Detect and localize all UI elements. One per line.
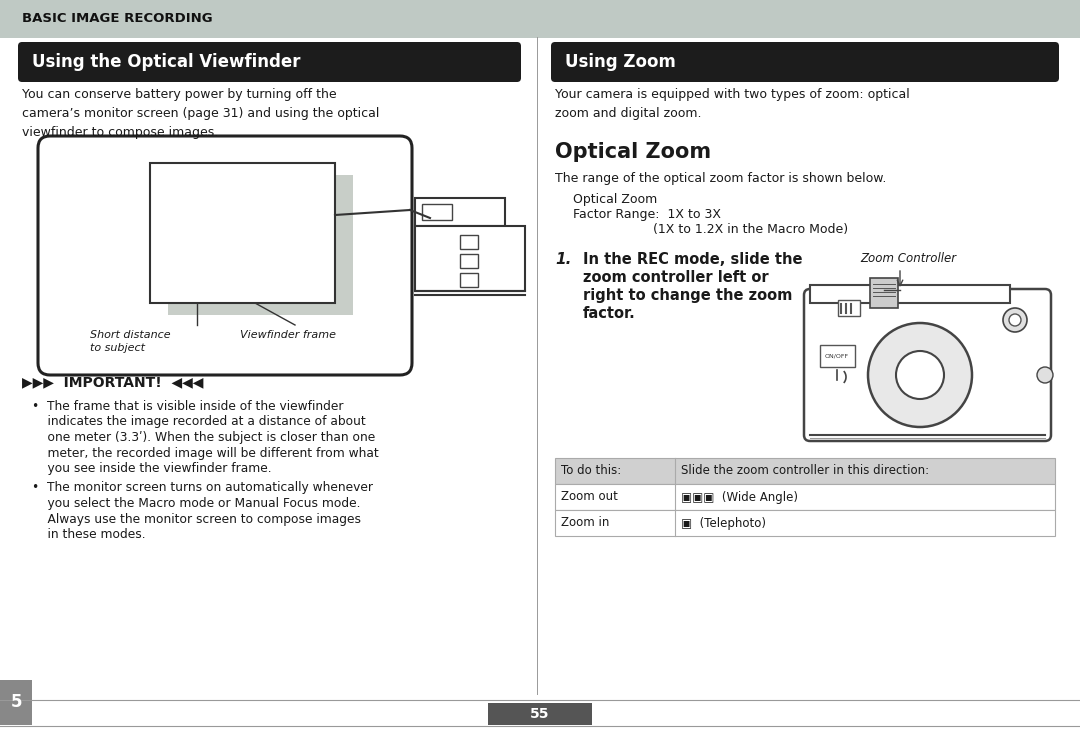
Text: indicates the image recorded at a distance of about: indicates the image recorded at a distan… (32, 415, 366, 429)
Bar (810, 285, 1010, 303)
Text: Short distance
to subject: Short distance to subject (90, 330, 171, 353)
Text: you see inside the viewfinder frame.: you see inside the viewfinder frame. (32, 462, 272, 475)
Text: In the REC mode, slide the: In the REC mode, slide the (583, 252, 802, 267)
Text: ▣▣▣  (Wide Angle): ▣▣▣ (Wide Angle) (681, 491, 798, 504)
Bar (415, 226, 525, 291)
Text: Viewfinder frame: Viewfinder frame (240, 330, 336, 340)
Text: Using the Optical Viewfinder: Using the Optical Viewfinder (32, 53, 300, 71)
Text: you select the Macro mode or Manual Focus mode.: you select the Macro mode or Manual Focu… (32, 497, 361, 510)
Text: 1.: 1. (555, 252, 571, 267)
Bar (168, 175, 353, 315)
Text: Zoom in: Zoom in (561, 517, 609, 529)
Text: Slide the zoom controller in this direction:: Slide the zoom controller in this direct… (681, 464, 929, 477)
Circle shape (1003, 308, 1027, 332)
Bar (870, 278, 897, 308)
Text: zoom controller left or: zoom controller left or (583, 270, 769, 285)
Text: To do this:: To do this: (561, 464, 621, 477)
Circle shape (868, 323, 972, 427)
Bar (820, 345, 855, 367)
Bar (150, 163, 335, 303)
Text: factor.: factor. (583, 306, 636, 321)
Text: ▣  (Telephoto): ▣ (Telephoto) (681, 517, 766, 529)
Text: •  The monitor screen turns on automatically whenever: • The monitor screen turns on automatica… (32, 482, 373, 494)
FancyBboxPatch shape (804, 289, 1051, 441)
Circle shape (1009, 314, 1021, 326)
Bar (838, 300, 860, 316)
Bar (460, 254, 478, 268)
Bar (555, 510, 1055, 536)
Text: 55: 55 (530, 707, 550, 721)
Bar (555, 458, 1055, 484)
Text: Zoom Controller: Zoom Controller (860, 252, 956, 265)
Bar (0, 680, 32, 725)
Circle shape (1037, 367, 1053, 383)
Text: BASIC IMAGE RECORDING: BASIC IMAGE RECORDING (22, 12, 213, 26)
Text: one meter (3.3ʹ). When the subject is closer than one: one meter (3.3ʹ). When the subject is cl… (32, 431, 375, 444)
Text: Your camera is equipped with two types of zoom: optical
zoom and digital zoom.: Your camera is equipped with two types o… (555, 88, 909, 120)
FancyBboxPatch shape (38, 136, 411, 375)
Text: Using Zoom: Using Zoom (565, 53, 676, 71)
Bar (415, 198, 505, 226)
Text: Optical Zoom: Optical Zoom (555, 142, 711, 162)
Text: ON/OFF: ON/OFF (825, 353, 849, 358)
Text: meter, the recorded image will be different from what: meter, the recorded image will be differ… (32, 447, 379, 459)
Text: The range of the optical zoom factor is shown below.: The range of the optical zoom factor is … (555, 172, 887, 185)
Bar (488, 703, 592, 725)
Text: in these modes.: in these modes. (32, 528, 146, 541)
Text: (1X to 1.2X in the Macro Mode): (1X to 1.2X in the Macro Mode) (573, 223, 848, 236)
Text: ▶▶▶  IMPORTANT!  ◀◀◀: ▶▶▶ IMPORTANT! ◀◀◀ (22, 375, 203, 389)
Text: right to change the zoom: right to change the zoom (583, 288, 793, 303)
Text: Factor Range:  1X to 3X: Factor Range: 1X to 3X (573, 208, 721, 221)
FancyBboxPatch shape (551, 42, 1059, 82)
Bar (460, 235, 478, 249)
Bar (460, 273, 478, 287)
Text: Optical Zoom: Optical Zoom (573, 193, 658, 206)
Text: Always use the monitor screen to compose images: Always use the monitor screen to compose… (32, 512, 361, 526)
Bar (422, 204, 453, 220)
Circle shape (896, 351, 944, 399)
FancyBboxPatch shape (18, 42, 521, 82)
Text: 5: 5 (10, 693, 22, 711)
Text: Zoom out: Zoom out (561, 491, 618, 504)
Text: •  The frame that is visible inside of the viewfinder: • The frame that is visible inside of th… (32, 400, 343, 413)
Bar (555, 484, 1055, 510)
Bar (0, 0, 1080, 38)
Text: You can conserve battery power by turning off the
camera’s monitor screen (page : You can conserve battery power by turnin… (22, 88, 379, 139)
